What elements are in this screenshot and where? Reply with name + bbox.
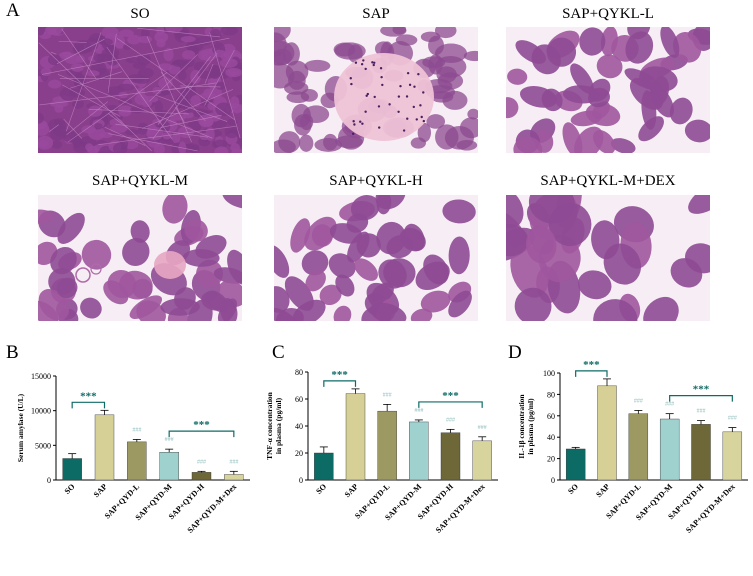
bar-so xyxy=(314,452,334,481)
category-label: SO xyxy=(314,482,328,496)
y-tick-label: 40 xyxy=(547,433,555,442)
panel-letter-c: C xyxy=(272,342,285,363)
significance-bracket xyxy=(323,380,357,387)
significance-hash: ### xyxy=(665,402,674,408)
bar-sap-qyd-l xyxy=(127,441,147,481)
image-title-qykl-m-dex: SAP+QYKL-M+DEX xyxy=(540,173,676,189)
y-tick-label: 0 xyxy=(551,476,555,485)
histology-image-qykl-l xyxy=(506,27,710,153)
bar-chart-1: 0 5000 10000 15000 Serum amylase (U/L) SO SAP #… xyxy=(16,372,250,535)
histology-image-qykl-m xyxy=(38,195,242,321)
bar-sap-qyd-l xyxy=(377,410,397,481)
histology-image-sap xyxy=(274,27,478,153)
bar-sap xyxy=(94,414,115,481)
bar-sap xyxy=(345,393,366,481)
significance-bracket xyxy=(575,370,608,377)
significance-stars: *** xyxy=(583,359,600,371)
y-tick-label: 100 xyxy=(543,369,555,378)
significance-bracket xyxy=(168,430,235,438)
y-tick-label: 20 xyxy=(547,455,555,464)
bar-sap-qyd-h xyxy=(691,424,711,481)
category-label: SO xyxy=(63,482,77,496)
bar-sap-qyd-m xyxy=(159,452,179,481)
significance-hash: ### xyxy=(634,398,643,404)
y-tick-label: 10000 xyxy=(31,407,51,416)
bar-sap-qyd-m-dex xyxy=(472,440,492,481)
y-axis-label: IL-1β concentrationin plasma (pg/ml) xyxy=(517,394,535,459)
y-tick-label: 60 xyxy=(295,395,303,404)
significance-hash: ### xyxy=(383,392,392,398)
significance-bracket xyxy=(71,401,106,409)
y-tick-label: 0 xyxy=(299,476,303,485)
bar-sap-qyd-m xyxy=(659,418,680,481)
significance-stars: *** xyxy=(80,390,97,402)
y-tick-label: 60 xyxy=(547,412,555,421)
significance-hash: ### xyxy=(478,425,487,431)
significance-hash: ### xyxy=(132,427,141,433)
bar-sap-qyd-h xyxy=(191,472,212,481)
significance-hash: ### xyxy=(229,459,238,465)
bar-so xyxy=(565,448,586,481)
image-title-qykl-h: SAP+QYKL-H xyxy=(329,173,423,189)
significance-stars: *** xyxy=(693,384,710,396)
significance-bracket xyxy=(669,395,733,402)
significance-hash: ### xyxy=(446,417,455,423)
significance-hash: ### xyxy=(697,409,706,415)
image-title-qykl-l: SAP+QYKL-L xyxy=(562,6,654,22)
bar-sap-qyd-l xyxy=(628,413,649,481)
bar-chart-3: 0 20 40 60 80 100 IL-1β concentrationin plasma… xyxy=(517,359,748,535)
bar-sap-qyd-h xyxy=(440,432,461,481)
category-label: SAP xyxy=(594,482,611,499)
bar-sap xyxy=(597,385,617,481)
y-tick-label: 40 xyxy=(295,422,303,431)
bar-chart-2: 0 20 40 60 80 TNF-α concentrationin plasma (p… xyxy=(265,368,498,535)
y-tick-label: 80 xyxy=(547,390,555,399)
significance-hash: ### xyxy=(197,459,206,465)
image-title-so: SO xyxy=(130,6,150,22)
y-tick-label: 0 xyxy=(47,476,51,485)
bar-sap-qyd-m-dex xyxy=(224,474,244,481)
significance-stars: *** xyxy=(331,369,348,381)
panel-letter-d: D xyxy=(508,342,522,363)
y-axis-label: TNF-α concentrationin plasma (pg/ml) xyxy=(265,391,283,460)
y-tick-label: 5000 xyxy=(35,441,51,450)
panel-letter-a: A xyxy=(6,0,20,21)
significance-hash: ### xyxy=(414,408,423,414)
bar-so xyxy=(62,458,82,481)
image-title-qykl-m: SAP+QYKL-M xyxy=(92,173,188,189)
image-title-sap: SAP xyxy=(362,6,390,22)
bar-sap-qyd-m-dex xyxy=(722,431,743,481)
y-tick-label: 80 xyxy=(295,368,303,377)
histology-image-so xyxy=(38,27,242,153)
significance-bracket xyxy=(418,401,483,408)
histology-image-qykl-h xyxy=(274,195,478,321)
significance-stars: *** xyxy=(442,390,459,402)
y-axis-label: Serum amylase (U/L) xyxy=(16,393,25,462)
category-label: SAP xyxy=(92,482,109,499)
y-tick-label: 15000 xyxy=(31,372,51,381)
significance-hash: ### xyxy=(165,437,174,443)
category-label: SAP xyxy=(343,482,360,499)
category-label: SO xyxy=(566,482,580,496)
bar-sap-qyd-m xyxy=(409,421,429,481)
significance-stars: *** xyxy=(193,419,210,431)
significance-hash: ### xyxy=(728,416,737,422)
y-tick-label: 20 xyxy=(295,449,303,458)
panel-letter-b: B xyxy=(6,342,19,363)
histology-image-qykl-m-dex xyxy=(506,195,710,321)
